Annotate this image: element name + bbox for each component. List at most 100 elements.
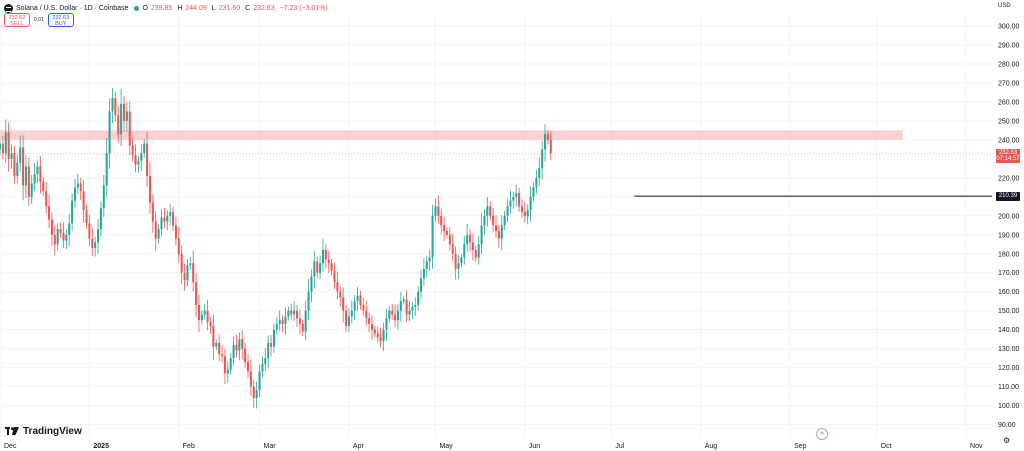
x-tick-label: Sep (794, 443, 807, 450)
y-tick-label: 190.00 (998, 232, 1020, 239)
x-tick-label: Dec (4, 443, 17, 450)
candle-body (443, 225, 446, 231)
candle-body (79, 183, 82, 192)
trade-panel: 232.62 SELL 0.01 232.63 BUY (4, 12, 74, 27)
ohlc-change: −7.23 (−3.01%) (279, 4, 328, 12)
y-tick-label: 160.00 (998, 289, 1020, 296)
candle-body (339, 291, 342, 298)
candle-body (13, 153, 16, 176)
candle-body (128, 111, 131, 146)
candle-body (353, 301, 356, 311)
candle-body (143, 143, 146, 154)
candle-body (275, 323, 278, 330)
candle-body (434, 206, 437, 216)
candle-body (290, 310, 293, 315)
candle-body (172, 212, 175, 226)
time-axis[interactable]: Dec 2025 Feb Mar Apr May Jun Jul Aug Sep Oct Nov (4, 443, 983, 450)
resistance-zone[interactable] (0, 130, 903, 140)
candle-body (396, 310, 399, 321)
candle-body (218, 342, 221, 355)
x-tick-label: Feb (183, 443, 195, 450)
candle-body (59, 229, 62, 233)
candle-body (500, 225, 503, 239)
level-price-label: 210.39 (996, 192, 1020, 201)
candle-body (518, 193, 521, 207)
candle-body (252, 386, 255, 399)
candle-body (509, 200, 512, 207)
y-tick-label: 180.00 (998, 251, 1020, 258)
goto-realtime-icon[interactable]: » (816, 428, 828, 440)
candle-body (365, 310, 368, 319)
buy-button[interactable]: 232.63 BUY (47, 12, 74, 27)
candle-body (125, 111, 128, 121)
chart-legend: Solana / U.S. Dollar · 1D · Coinbase O 23… (4, 2, 330, 14)
logo-text: TradingView (23, 425, 82, 437)
candle-body (1, 143, 4, 154)
symbol-title[interactable]: Solana / U.S. Dollar · 1D · Coinbase (16, 4, 129, 12)
candle-body (264, 358, 267, 364)
candle-body (24, 166, 27, 186)
sell-button[interactable]: 232.62 SELL (4, 12, 30, 27)
y-tick-label: 90.00 (998, 422, 1016, 429)
x-tick-label: Oct (881, 443, 892, 450)
candle-body (197, 305, 200, 321)
candle-body (56, 229, 59, 245)
candle-body (48, 206, 51, 220)
x-tick-label: 2025 (93, 443, 109, 450)
tradingview-logo-icon (5, 427, 19, 435)
candle-body (189, 263, 192, 266)
candle-body (425, 261, 428, 269)
solana-logo-icon (4, 3, 13, 13)
x-tick-label: Jun (529, 443, 540, 450)
price-axis[interactable]: 90.00 100.00 110.00 120.00 130.00 140.00 150.0… (998, 24, 1020, 430)
candle-body (408, 310, 411, 315)
candle-body (166, 215, 169, 222)
tradingview-logo[interactable]: TradingView (5, 424, 82, 438)
candle-body (391, 310, 394, 315)
candle-body (68, 223, 71, 235)
candle-body (108, 111, 111, 154)
current-price-label: 232.63 07:14:57 (996, 149, 1020, 163)
candle-body (117, 115, 120, 135)
candle-body (347, 316, 350, 326)
candle-body (65, 234, 68, 241)
candle-body (480, 225, 483, 245)
candle-body (538, 168, 541, 178)
x-tick-label: Jul (615, 443, 624, 450)
currency-label[interactable]: USD (998, 3, 1011, 9)
candle-body (221, 354, 224, 357)
ohlc-low: 231.60 (218, 4, 241, 12)
candle-body (281, 320, 284, 324)
candle-body (503, 215, 506, 226)
candle-body (411, 306, 414, 311)
candle-body (474, 249, 477, 258)
y-tick-label: 300.00 (998, 24, 1020, 31)
chart-grid (0, 15, 992, 437)
candle-body (27, 166, 30, 197)
candle-body (157, 229, 160, 239)
buy-label: BUY (55, 21, 67, 27)
candle-body (394, 314, 397, 321)
candle-body (494, 225, 498, 231)
candle-body (88, 223, 91, 239)
candle-body (457, 263, 460, 269)
candle-body (523, 212, 526, 216)
candle-body (532, 187, 535, 197)
candle-body (445, 230, 448, 235)
candle-body (235, 344, 238, 351)
candle-body (183, 272, 186, 281)
candle-body (229, 358, 232, 370)
candle-body (399, 301, 402, 311)
market-status-icon (134, 5, 140, 11)
candle-body (440, 215, 443, 226)
candle-body (226, 369, 229, 374)
candle-body (4, 132, 7, 154)
candle-body (379, 337, 382, 342)
candle-body (414, 305, 417, 307)
candle-body (296, 310, 299, 319)
candle-body (137, 160, 140, 165)
candle-body (39, 166, 42, 182)
gear-icon[interactable]: ⚙ (1003, 436, 1011, 445)
candle-body (151, 202, 154, 222)
